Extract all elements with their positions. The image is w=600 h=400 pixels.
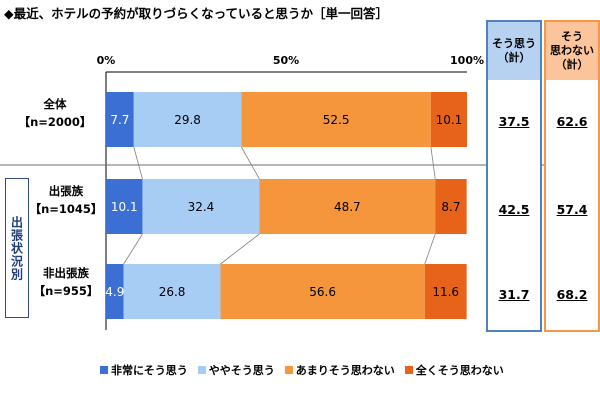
summary-agree-header: そう思う （計）: [488, 22, 540, 80]
row-label-total: 全体 【n=2000】: [0, 95, 110, 131]
summary-disagree-header-line: そう: [561, 30, 583, 43]
bar-segment: [241, 92, 431, 147]
legend-item: 非常にそう思う: [100, 362, 188, 378]
connector-line: [220, 233, 260, 265]
legend-swatch: [197, 366, 206, 374]
bar-segment: [133, 92, 242, 147]
bar-value-label: 26.8: [159, 285, 186, 299]
summary-disagree-header-line: （計）: [555, 58, 589, 71]
bar-segment: [435, 179, 467, 234]
connector-line: [241, 146, 260, 180]
group-box: 出張状況別: [5, 178, 29, 318]
summary-disagree-value: 62.6: [556, 114, 588, 129]
summary-agree-value: 31.7: [498, 287, 530, 302]
connector-line: [424, 233, 436, 265]
summary-agree-panel: そう思う （計） 37.5 42.5 31.7: [486, 20, 542, 332]
legend-swatch: [284, 366, 293, 374]
legend-label: ややそう思う: [208, 364, 275, 377]
x-tick-label: 100%: [450, 54, 484, 67]
summary-disagree-value: 57.4: [556, 202, 588, 217]
row-label-name: 非出張族: [43, 266, 89, 280]
legend-item: あまりそう思わない: [284, 362, 395, 378]
legend-swatch: [100, 366, 108, 374]
summary-agree-header-line: （計）: [497, 51, 531, 64]
bar-segment: [259, 179, 436, 234]
row-label-non-business: 非出張族 【n=955】: [18, 264, 114, 300]
bar-value-label: 10.1: [111, 200, 138, 214]
bar-segment: [106, 92, 134, 147]
legend-label: あまりそう思わない: [295, 364, 395, 377]
summary-disagree-value: 68.2: [556, 287, 588, 302]
bar-segment: [142, 179, 260, 234]
summary-agree-value: 42.5: [498, 202, 530, 217]
summary-disagree-header-line: 思わない: [550, 44, 594, 57]
legend-label: 全くそう思わない: [415, 364, 504, 377]
bar-value-label: 7.7: [110, 113, 129, 127]
summary-agree-header-line: そう思う: [492, 37, 536, 50]
bar-segment: [424, 264, 467, 319]
legend-label: 非常にそう思う: [111, 364, 188, 377]
x-tick-label: 50%: [272, 54, 300, 67]
bar-segment: [430, 92, 467, 147]
legend-swatch: [404, 366, 413, 374]
bar-segment: [106, 179, 143, 234]
connector-line: [133, 146, 143, 180]
bar-value-label: 8.7: [441, 200, 460, 214]
bar-value-label: 56.6: [309, 285, 336, 299]
summary-agree-value: 37.5: [498, 114, 530, 129]
row-label-name: 全体: [43, 97, 67, 111]
bar-segment: [220, 264, 425, 319]
row-label-name: 出張族: [48, 184, 84, 198]
legend-item: 全くそう思わない: [404, 362, 504, 378]
chart-title: ◆最近、ホテルの予約が取りづらくなっていると思うか［単一回答］: [4, 6, 388, 21]
bar-value-label: 29.8: [174, 113, 201, 127]
summary-disagree-header: そう 思わない （計）: [546, 22, 598, 80]
bar-value-label: 11.6: [432, 285, 459, 299]
bar-value-label: 32.4: [188, 200, 215, 214]
row-label-n: 【n=2000】: [18, 115, 92, 129]
bar-segment: [123, 264, 221, 319]
bar-value-label: 4.9: [105, 285, 124, 299]
row-label-n: 【n=1045】: [29, 202, 103, 216]
legend: 非常にそう思う ややそう思う あまりそう思わない 全くそう思わない: [100, 362, 504, 378]
bar-value-label: 52.5: [323, 113, 350, 127]
legend-item: ややそう思う: [197, 362, 275, 378]
bar-value-label: 48.7: [334, 200, 361, 214]
x-tick-label: 0%: [96, 54, 116, 67]
bar-value-label: 10.1: [436, 113, 463, 127]
connector-line: [430, 146, 436, 180]
bar-segment: [106, 264, 124, 319]
connector-line: [123, 233, 143, 265]
summary-disagree-panel: そう 思わない （計） 62.6 57.4 68.2: [544, 20, 600, 332]
group-label: 出張状況別: [9, 215, 24, 281]
row-label-n: 【n=955】: [33, 284, 99, 298]
row-label-business: 出張族 【n=1045】: [18, 182, 114, 218]
